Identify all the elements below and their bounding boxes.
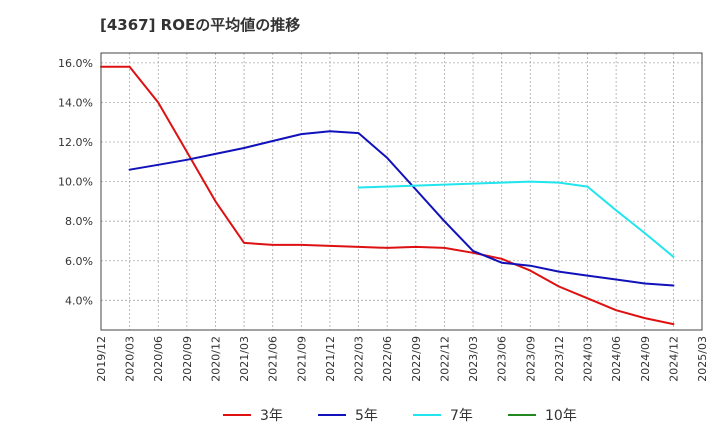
grid <box>101 53 702 330</box>
x-tick-label: 2022/06 <box>381 336 394 382</box>
y-tick-label: 14.0% <box>58 96 93 109</box>
x-tick-label: 2023/12 <box>553 336 566 382</box>
x-tick-label: 2021/03 <box>238 336 251 382</box>
y-tick-label: 6.0% <box>65 255 93 268</box>
x-tick-label: 2021/06 <box>267 336 280 382</box>
x-tick-label: 2023/03 <box>467 336 480 382</box>
chart-title: [4367] ROEの平均値の推移 <box>100 16 301 34</box>
x-tick-label: 2024/12 <box>667 336 680 382</box>
x-tick-label: 2025/03 <box>696 336 709 382</box>
series-line-5年 <box>128 130 675 287</box>
x-tick-label: 2024/09 <box>639 336 652 382</box>
y-axis: 4.0% 6.0% 8.0% 10.0% 12.0% 14.0% 16.0% <box>58 57 93 307</box>
series-line-7年 <box>357 180 675 258</box>
x-tick-label: 2024/03 <box>582 336 595 382</box>
plot-frame <box>100 52 703 331</box>
x-tick-label: 2020/06 <box>152 336 165 382</box>
x-tick-label: 2020/12 <box>209 336 222 382</box>
legend-label: 5年 <box>355 408 378 424</box>
y-tick-label: 10.0% <box>58 176 93 189</box>
x-tick-label: 2024/06 <box>610 336 623 382</box>
y-tick-label: 4.0% <box>65 294 93 307</box>
x-tick-label: 2020/03 <box>124 336 137 382</box>
legend: 3年 5年 7年 10年 <box>223 408 577 424</box>
x-tick-label: 2022/09 <box>410 336 423 382</box>
x-tick-label: 2023/09 <box>524 336 537 382</box>
y-tick-label: 8.0% <box>65 215 93 228</box>
x-tick-label: 2020/09 <box>181 336 194 382</box>
x-tick-label: 2022/12 <box>438 336 451 382</box>
y-tick-label: 12.0% <box>58 136 93 149</box>
y-tick-label: 16.0% <box>58 57 93 70</box>
legend-label: 10年 <box>545 408 577 424</box>
x-tick-label: 2021/09 <box>295 336 308 382</box>
legend-label: 3年 <box>260 408 283 424</box>
x-tick-label: 2022/03 <box>353 336 366 382</box>
x-tick-label: 2019/12 <box>95 336 108 382</box>
legend-label: 7年 <box>450 408 473 424</box>
x-tick-label: 2023/06 <box>496 336 509 382</box>
x-tick-label: 2021/12 <box>324 336 337 382</box>
series-lines <box>100 65 675 326</box>
x-axis: 2019/12 2020/03 2020/06 2020/09 2020/12 2021/… <box>95 336 709 382</box>
series-line-3年 <box>100 65 675 326</box>
